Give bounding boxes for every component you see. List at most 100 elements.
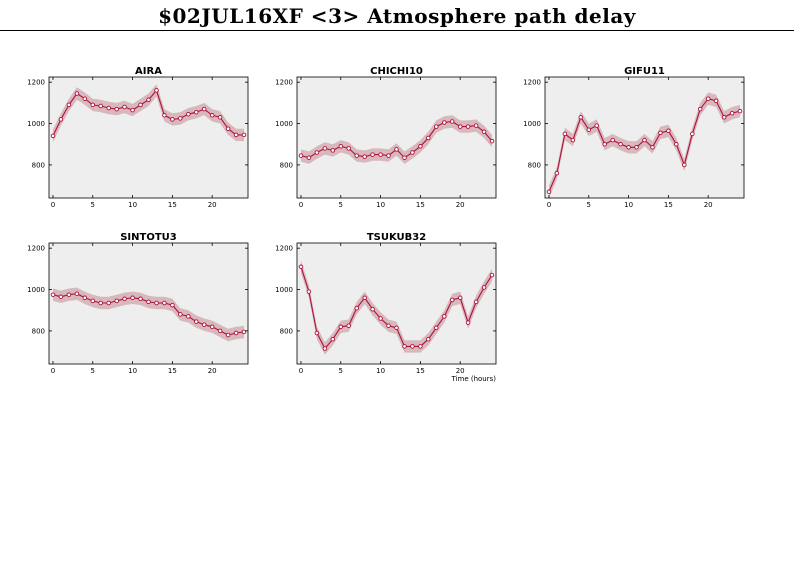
data-point: [178, 116, 183, 121]
chart-aira: 800 1000 1200 0 5 10 15 20 AIRA: [27, 66, 249, 209]
data-point: [426, 135, 431, 141]
data-point: [322, 146, 328, 151]
x-tick-label: 10: [376, 367, 385, 375]
data-point: [721, 115, 727, 120]
data-point: [66, 292, 72, 297]
data-point: [434, 325, 439, 331]
data-point: [66, 102, 72, 108]
data-point: [442, 120, 447, 125]
data-point: [394, 147, 399, 152]
x-tick-label: 20: [208, 201, 217, 209]
data-point: [449, 297, 455, 303]
x-tick-label: 20: [456, 201, 465, 209]
data-point: [298, 264, 304, 270]
y-tick-label: 1200: [275, 79, 293, 87]
uncertainty-band: [301, 260, 492, 355]
data-point: [442, 314, 447, 319]
data-point: [138, 102, 143, 108]
y-tick-label: 1200: [27, 245, 45, 253]
x-tick-label: 10: [128, 201, 137, 209]
data-point: [465, 320, 471, 325]
data-point: [154, 300, 159, 306]
data-point: [410, 150, 415, 155]
y-tick-label: 1000: [523, 120, 541, 128]
data-point: [90, 102, 96, 108]
chart-title: CHICHI10: [370, 66, 423, 77]
data-point: [74, 291, 80, 296]
chart-sintotu3: 800 1000 1200 0 5 10 15 20 SINTOTU3: [27, 232, 249, 375]
data-point: [713, 98, 719, 104]
uncertainty-band: [549, 92, 740, 198]
data-point: [330, 148, 336, 153]
data-point: [162, 113, 167, 118]
data-point: [626, 145, 631, 150]
data-point: [642, 137, 647, 143]
data-point: [737, 108, 743, 114]
data-point: [410, 344, 415, 349]
data-point: [354, 153, 359, 158]
data-point: [322, 346, 328, 351]
y-tick-label: 1200: [27, 79, 45, 87]
data-point: [586, 127, 592, 132]
x-tick-label: 15: [416, 201, 425, 209]
data-point: [546, 189, 552, 195]
data-point: [457, 295, 463, 301]
data-point: [201, 106, 207, 112]
x-tick-label: 10: [376, 201, 385, 209]
data-point: [362, 295, 367, 301]
data-point: [241, 329, 247, 335]
data-point: [186, 111, 191, 117]
data-point: [106, 105, 111, 111]
data-point: [489, 138, 495, 144]
chart-title: AIRA: [135, 66, 162, 77]
y-tick-label: 800: [32, 327, 45, 335]
data-point: [146, 299, 151, 305]
data-point: [729, 110, 735, 116]
data-point: [666, 128, 671, 134]
x-tick-label: 15: [664, 201, 673, 209]
uncertainty-band: [53, 84, 244, 143]
data-point: [602, 141, 607, 147]
data-point: [465, 124, 471, 129]
data-point: [378, 152, 383, 157]
y-tick-label: 1000: [27, 120, 45, 128]
x-tick-label: 5: [91, 367, 95, 375]
data-point: [346, 146, 351, 151]
data-point: [705, 96, 711, 101]
data-point: [122, 104, 127, 110]
data-point: [217, 328, 223, 334]
x-tick-label: 15: [168, 367, 177, 375]
data-point: [106, 300, 111, 306]
data-point: [402, 155, 407, 160]
data-point: [122, 296, 127, 302]
data-point: [578, 115, 584, 120]
data-point: [457, 124, 463, 129]
plot-frame: [544, 76, 745, 199]
data-point: [209, 324, 215, 330]
y-tick-label: 1000: [275, 286, 293, 294]
data-point: [449, 119, 455, 124]
data-point: [594, 123, 599, 128]
y-tick-label: 1000: [27, 286, 45, 294]
data-point: [674, 141, 679, 147]
data-point: [194, 319, 199, 324]
x-tick-label: 0: [299, 201, 303, 209]
data-point: [98, 300, 103, 306]
data-point: [481, 129, 487, 135]
data-point: [298, 153, 304, 158]
data-point: [554, 170, 560, 176]
x-tick-label: 15: [168, 201, 177, 209]
data-point: [186, 314, 191, 319]
data-point: [130, 295, 135, 301]
data-point: [306, 155, 312, 160]
data-point: [170, 302, 175, 308]
data-point: [82, 96, 88, 101]
y-tick-label: 1200: [275, 245, 293, 253]
x-tick-label: 0: [51, 201, 55, 209]
y-tick-label: 800: [280, 327, 293, 335]
uncertainty-band: [301, 115, 492, 164]
y-tick-label: 800: [32, 161, 45, 169]
chart-title: SINTOTU3: [120, 232, 177, 243]
data-point: [146, 97, 151, 103]
data-point: [338, 324, 344, 330]
